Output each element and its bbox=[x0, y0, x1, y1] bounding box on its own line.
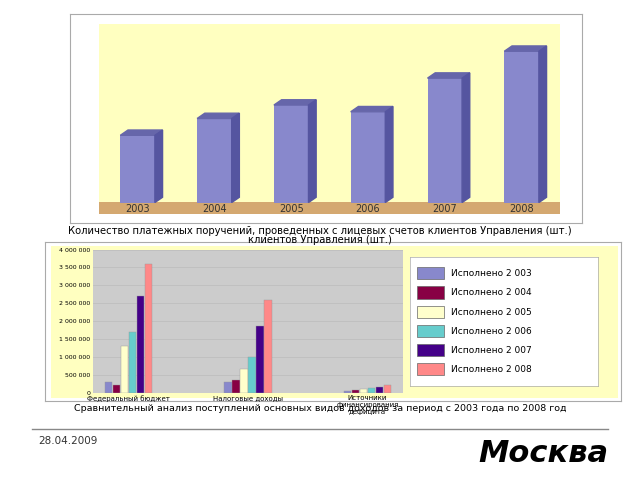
Bar bbox=[120, 135, 155, 203]
Bar bbox=[376, 387, 383, 393]
Bar bbox=[360, 389, 367, 393]
FancyBboxPatch shape bbox=[417, 267, 444, 279]
Text: Москва: Москва bbox=[478, 439, 608, 468]
Text: 28.04.2009: 28.04.2009 bbox=[38, 436, 98, 446]
Bar bbox=[145, 264, 152, 393]
Bar bbox=[504, 51, 539, 203]
Bar bbox=[197, 119, 232, 203]
Bar bbox=[241, 370, 248, 393]
FancyBboxPatch shape bbox=[417, 363, 444, 375]
Polygon shape bbox=[197, 113, 239, 119]
Bar bbox=[121, 346, 128, 393]
Polygon shape bbox=[504, 46, 547, 51]
Bar bbox=[225, 382, 232, 393]
FancyBboxPatch shape bbox=[417, 287, 444, 299]
Polygon shape bbox=[428, 73, 470, 78]
FancyBboxPatch shape bbox=[417, 344, 444, 356]
Text: Исполнено 2 007: Исполнено 2 007 bbox=[451, 346, 532, 355]
Polygon shape bbox=[308, 100, 316, 203]
Bar bbox=[344, 391, 351, 393]
Bar bbox=[137, 296, 144, 393]
Bar bbox=[113, 385, 120, 393]
Polygon shape bbox=[351, 107, 393, 112]
Polygon shape bbox=[274, 100, 316, 105]
Text: Исполнено 2 005: Исполнено 2 005 bbox=[451, 308, 532, 316]
Polygon shape bbox=[462, 73, 470, 203]
Bar bbox=[256, 326, 264, 393]
Bar bbox=[351, 112, 385, 203]
Text: Исполнено 2 004: Исполнено 2 004 bbox=[451, 288, 532, 297]
Bar bbox=[264, 300, 271, 393]
Text: Исполнено 2 006: Исполнено 2 006 bbox=[451, 327, 532, 336]
Bar bbox=[232, 380, 240, 393]
Bar bbox=[248, 357, 255, 393]
Bar bbox=[105, 382, 113, 393]
Polygon shape bbox=[155, 130, 163, 203]
Bar bbox=[352, 390, 359, 393]
Text: Сравнительный анализ поступлений основных видов доходов за период с 2003 года по: Сравнительный анализ поступлений основны… bbox=[74, 404, 566, 413]
Text: Исполнено 2 008: Исполнено 2 008 bbox=[451, 365, 532, 374]
Polygon shape bbox=[232, 113, 239, 203]
Text: Количество платежных поручений, проведенных с лицевых счетов клиентов Управления: Количество платежных поручений, проведен… bbox=[68, 226, 572, 236]
Text: клиентов Управления (шт.): клиентов Управления (шт.) bbox=[248, 235, 392, 245]
Bar bbox=[383, 385, 391, 393]
Bar bbox=[368, 388, 375, 393]
Bar bbox=[129, 332, 136, 393]
Polygon shape bbox=[385, 107, 393, 203]
FancyBboxPatch shape bbox=[417, 324, 444, 337]
Bar bbox=[274, 105, 308, 203]
Bar bbox=[428, 78, 462, 203]
Text: Исполнено 2 003: Исполнено 2 003 bbox=[451, 269, 532, 278]
FancyBboxPatch shape bbox=[417, 306, 444, 318]
Polygon shape bbox=[120, 130, 163, 135]
Polygon shape bbox=[539, 46, 547, 203]
